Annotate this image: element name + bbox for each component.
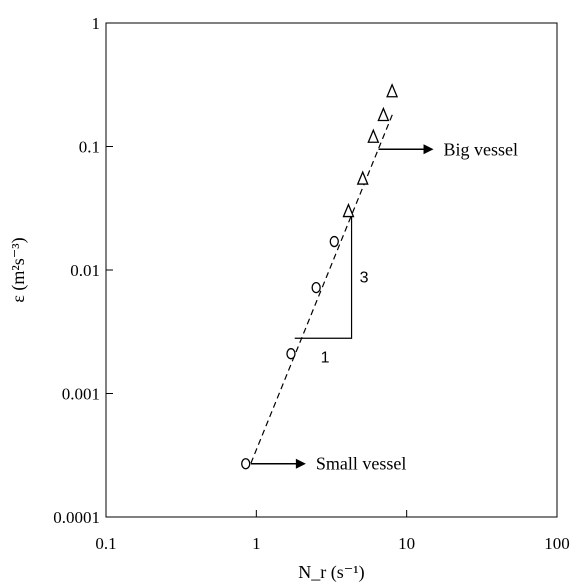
slope-run-label: 1: [321, 349, 330, 366]
plot-area: [105, 22, 558, 518]
annotation-arrow-head: [295, 458, 306, 469]
annotations: Big vessel Small vessel: [250, 139, 519, 474]
y-tick-label: 0.001: [62, 385, 100, 404]
y-tick-label: 1: [92, 14, 101, 33]
axis-titles: N_r (s⁻¹) ε (m²s⁻³): [8, 237, 365, 583]
circle-marker: [311, 281, 321, 294]
slope-triangle-lines: [294, 215, 353, 339]
triangle-marker: [367, 128, 380, 143]
x-tick-label: 1: [252, 534, 261, 553]
data-markers: [241, 83, 399, 470]
y-tick-label: 0.1: [79, 138, 100, 157]
x-axis-title: N_r (s⁻¹): [298, 562, 364, 583]
triangle-marker: [377, 106, 390, 122]
circle-marker: [329, 235, 339, 248]
small-vessel-label: Small vessel: [316, 454, 407, 474]
y-tick-label: 0.0001: [53, 508, 100, 527]
fit-line-group: [250, 111, 395, 464]
big-vessel-label: Big vessel: [444, 139, 519, 159]
slope-triangle: 13: [294, 215, 369, 366]
x-tick-label: 0.1: [95, 534, 116, 553]
x-tick-label: 10: [398, 534, 415, 553]
circle-marker: [241, 458, 251, 470]
x-tick-label: 100: [544, 534, 570, 553]
y-axis-title: ε (m²s⁻³): [8, 237, 29, 302]
y-tick-label: 0.01: [70, 261, 100, 280]
triangle-marker: [356, 170, 369, 185]
annotation-arrow-head: [423, 144, 434, 155]
slope-rise-label: 3: [360, 270, 369, 287]
triangle-marker: [386, 83, 399, 98]
circle-marker: [286, 348, 296, 360]
y-axis-ticks: 0.0001 0.001 0.01 0.1 1: [53, 14, 113, 527]
fit-line: [250, 111, 395, 464]
triangle-marker: [342, 202, 355, 218]
x-axis-ticks: 0.1 1 10 100: [95, 510, 570, 553]
